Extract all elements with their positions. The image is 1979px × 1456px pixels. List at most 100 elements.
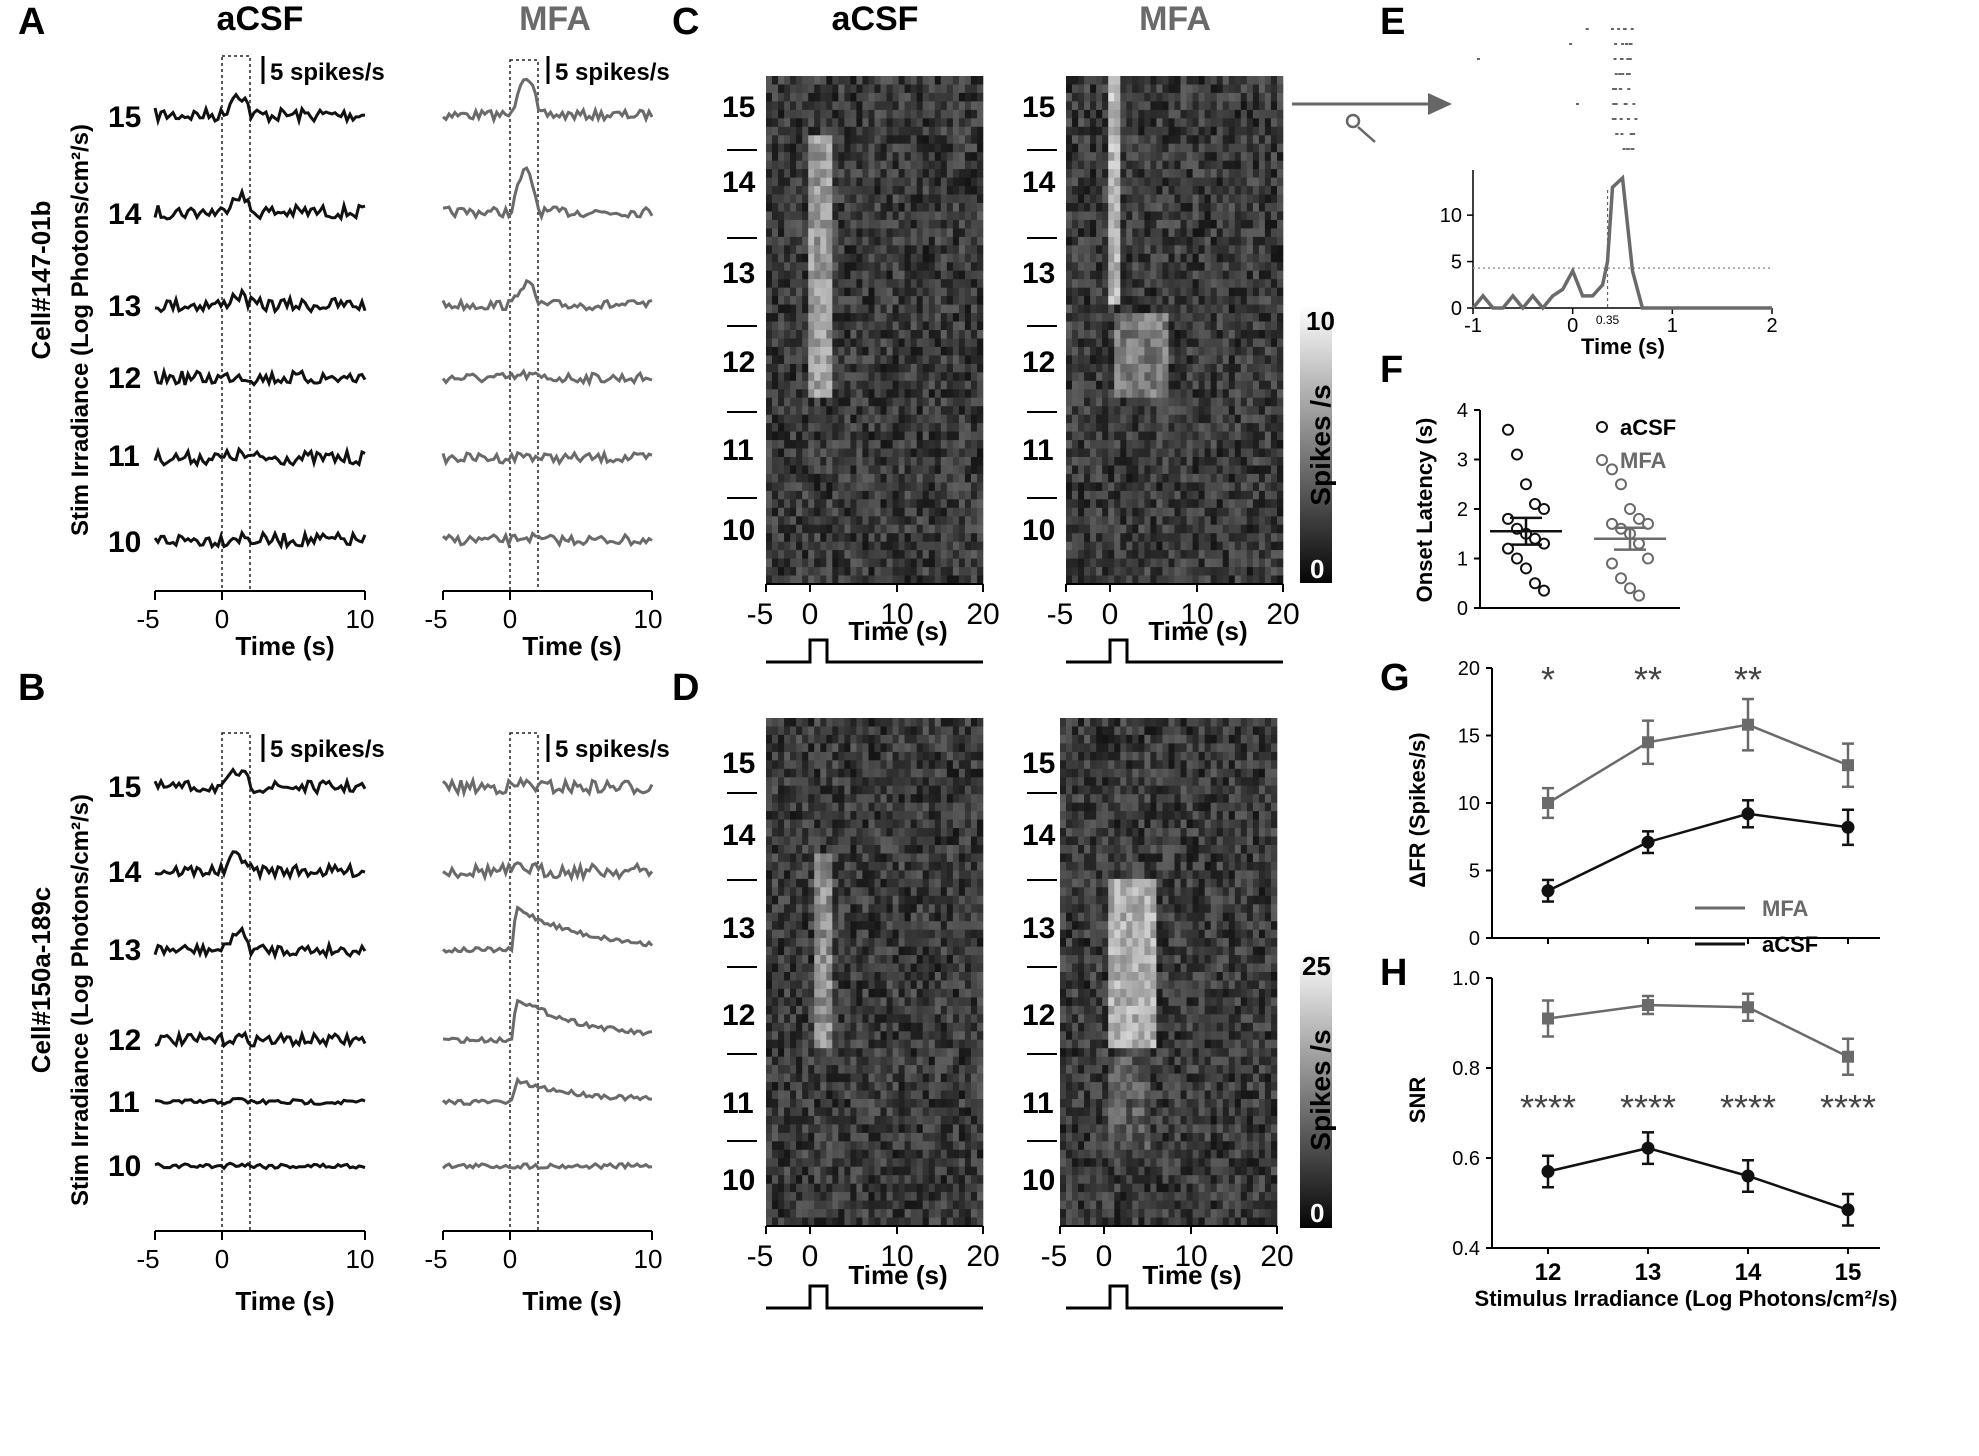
heatmap-cell — [1246, 423, 1254, 432]
heatmap-cell — [802, 270, 809, 280]
heatmap-cell — [964, 253, 972, 263]
heatmap-cell — [977, 718, 984, 727]
trace-x-axes — [154, 590, 653, 1240]
heatmap-cell — [886, 101, 893, 111]
heatmap-cell — [1234, 279, 1242, 288]
heatmap-cell — [850, 414, 857, 424]
heatmap-cell — [1174, 287, 1181, 297]
heatmap-cell — [1078, 169, 1085, 178]
heatmap-cell — [802, 533, 809, 542]
heatmap-cell — [910, 567, 917, 576]
heatmap-cell — [934, 330, 942, 339]
heatmap-cell — [1228, 448, 1236, 458]
heatmap-cell — [820, 228, 827, 238]
heatmap-cell — [814, 321, 821, 331]
heatmap-cell — [814, 490, 821, 500]
heatmap-cell — [916, 473, 923, 483]
heatmap-cell — [886, 785, 893, 795]
heatmap-cell — [1240, 219, 1248, 229]
heatmap-cell — [952, 92, 960, 102]
heatmap-cell — [772, 440, 779, 449]
heatmap-cell — [1270, 363, 1278, 373]
heatmap-cell — [856, 507, 863, 517]
heatmap-cell — [1240, 372, 1248, 382]
heatmap-cell — [1240, 507, 1248, 517]
heatmap-cell — [832, 330, 839, 339]
heatmap-cell — [910, 143, 917, 153]
heatmap-cell — [826, 457, 833, 466]
heatmap-cell — [970, 558, 978, 568]
heatmap-cell — [946, 726, 954, 736]
heatmap-cell — [1114, 203, 1121, 212]
heatmap-cell — [766, 143, 773, 153]
heatmap-cell — [1108, 465, 1115, 475]
heatmap-cell — [922, 194, 929, 204]
heatmap-cell — [1144, 76, 1151, 85]
heatmap-cell — [1210, 440, 1217, 449]
heatmap-cell — [1222, 211, 1229, 221]
heatmap-cell — [1078, 321, 1085, 331]
heatmap-cell — [1270, 567, 1278, 576]
heatmap-cell — [1126, 143, 1133, 153]
heatmap-cell — [856, 236, 863, 246]
heatmap-cell — [1198, 228, 1205, 238]
heatmap-cell — [928, 270, 936, 280]
heatmap-cell — [862, 338, 869, 348]
heatmap-cell — [1222, 245, 1229, 255]
heatmap-cell — [1102, 126, 1109, 136]
heatmap-cell — [1162, 389, 1169, 399]
heatmap-cell — [862, 135, 869, 145]
heatmap-cell — [1072, 253, 1079, 263]
heatmap-cell — [952, 550, 960, 559]
heatmap-cell — [1240, 321, 1248, 331]
heatmap-cell — [850, 194, 857, 204]
heatmap-cell — [958, 211, 966, 221]
heatmap-cell — [778, 245, 785, 255]
trace-panel-a: Cell#147-01b Stim Irradiance (Log Photon… — [26, 124, 94, 536]
heatmap-cell — [880, 734, 887, 744]
heatmap-cell — [964, 245, 972, 255]
heatmap-cell — [1222, 380, 1229, 390]
heatmap-cell — [1078, 448, 1085, 458]
heatmap-cell — [850, 219, 857, 229]
heatmap-cell — [1126, 448, 1133, 458]
heatmap-cell — [1144, 533, 1151, 542]
heatmap-cell — [934, 541, 942, 551]
heatmap-cell — [1198, 473, 1205, 483]
heatmap-cell — [1192, 507, 1199, 517]
heatmap-cell — [1108, 186, 1115, 195]
heatmap-cell — [934, 203, 942, 212]
heatmap-cell — [838, 118, 845, 128]
heatmap-cell — [898, 389, 905, 399]
heatmap-cell — [1264, 152, 1272, 161]
heatmap-cell — [1072, 482, 1079, 492]
heatmap-cell — [844, 321, 851, 331]
heatmap-cell — [892, 228, 899, 238]
heatmap-cell — [790, 270, 797, 280]
heatmap-cell — [868, 836, 875, 846]
heatmap-cell — [1144, 414, 1151, 424]
heatmap-cell — [946, 101, 954, 111]
heatmap-cell — [1066, 346, 1073, 356]
heatmap-cell — [880, 516, 887, 526]
heatmap-cell — [1216, 219, 1223, 229]
heatmap-cell — [772, 828, 779, 837]
heatmap-cell — [1132, 304, 1139, 314]
heatmap-cell — [916, 845, 923, 854]
heatmap-cell — [874, 819, 881, 829]
heatmap-cell — [1108, 101, 1115, 111]
heatmap-cell — [928, 516, 936, 526]
heatmap-cell — [844, 423, 851, 432]
heatmap-cell — [838, 211, 845, 221]
heatmap-cell — [934, 431, 942, 441]
heatmap-cell — [964, 482, 972, 492]
heatmap-cell — [1120, 236, 1127, 246]
heatmap-cell — [814, 558, 821, 568]
heatmap-cell — [880, 524, 887, 534]
heatmap-cell — [802, 380, 809, 390]
heatmap-cell — [790, 482, 797, 492]
heatmap-cell — [1228, 507, 1236, 517]
heatmap-cell — [970, 287, 978, 297]
heatmap-cell — [1108, 287, 1115, 297]
heatmap-cell — [892, 118, 899, 128]
